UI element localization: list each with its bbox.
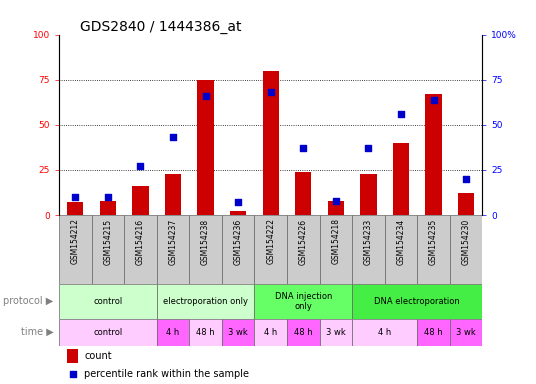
Text: GSM154237: GSM154237 xyxy=(168,218,177,265)
Bar xyxy=(255,319,287,346)
Point xyxy=(393,275,402,281)
Point xyxy=(299,145,308,151)
Bar xyxy=(327,200,344,215)
Bar xyxy=(67,202,84,215)
Text: 48 h: 48 h xyxy=(196,328,215,337)
Point xyxy=(201,93,210,99)
Bar xyxy=(360,174,377,215)
Point xyxy=(169,134,177,141)
Text: GSM154215: GSM154215 xyxy=(103,218,113,265)
Bar xyxy=(352,319,417,346)
Text: GSM154218: GSM154218 xyxy=(331,218,340,265)
Text: control: control xyxy=(93,328,122,337)
Bar xyxy=(68,349,78,363)
Point xyxy=(234,199,242,205)
Text: 4 h: 4 h xyxy=(264,328,277,337)
Bar xyxy=(417,319,450,346)
Bar xyxy=(319,319,352,346)
Text: GSM154236: GSM154236 xyxy=(234,218,243,265)
Bar xyxy=(450,319,482,346)
Bar xyxy=(393,143,409,215)
Point xyxy=(364,145,373,151)
Bar xyxy=(352,215,385,284)
Text: GSM154235: GSM154235 xyxy=(429,218,438,265)
Text: GSM154230: GSM154230 xyxy=(461,218,471,265)
Bar xyxy=(458,194,474,215)
Bar xyxy=(197,80,214,215)
Point xyxy=(71,194,79,200)
Text: DNA injection
only: DNA injection only xyxy=(274,292,332,311)
Text: GSM154212: GSM154212 xyxy=(71,218,80,265)
Bar xyxy=(59,284,157,319)
Text: 3 wk: 3 wk xyxy=(228,328,248,337)
Bar xyxy=(165,174,181,215)
Bar xyxy=(417,215,450,284)
Bar xyxy=(319,215,352,284)
Point xyxy=(397,111,405,117)
Bar xyxy=(157,284,255,319)
Bar xyxy=(263,71,279,215)
Bar xyxy=(157,215,189,284)
Bar xyxy=(189,215,222,284)
Text: GSM154234: GSM154234 xyxy=(397,218,405,265)
Text: 4 h: 4 h xyxy=(378,328,391,337)
Text: GSM154222: GSM154222 xyxy=(266,218,275,265)
Bar xyxy=(222,215,255,284)
Text: protocol ▶: protocol ▶ xyxy=(3,296,54,306)
Point xyxy=(103,194,112,200)
Bar xyxy=(100,200,116,215)
Point xyxy=(462,176,471,182)
Bar xyxy=(222,319,255,346)
Text: 48 h: 48 h xyxy=(424,328,443,337)
Point xyxy=(266,89,275,95)
Bar xyxy=(59,215,92,284)
Text: GSM154233: GSM154233 xyxy=(364,218,373,265)
Bar xyxy=(287,319,319,346)
Bar xyxy=(230,212,246,215)
Bar xyxy=(295,172,311,215)
Text: count: count xyxy=(84,351,112,361)
Text: control: control xyxy=(93,297,122,306)
Bar xyxy=(385,215,417,284)
Bar xyxy=(92,215,124,284)
Point xyxy=(136,163,145,169)
Bar xyxy=(287,215,319,284)
Point xyxy=(332,197,340,204)
Bar xyxy=(124,215,157,284)
Text: time ▶: time ▶ xyxy=(21,327,54,337)
Text: GSM154216: GSM154216 xyxy=(136,218,145,265)
Bar xyxy=(352,284,482,319)
Text: 3 wk: 3 wk xyxy=(456,328,476,337)
Text: GDS2840 / 1444386_at: GDS2840 / 1444386_at xyxy=(80,20,242,33)
Bar xyxy=(132,186,148,215)
Text: 48 h: 48 h xyxy=(294,328,312,337)
Bar xyxy=(157,319,189,346)
Text: percentile rank within the sample: percentile rank within the sample xyxy=(84,369,249,379)
Bar xyxy=(426,94,442,215)
Text: 4 h: 4 h xyxy=(166,328,180,337)
Text: GSM154226: GSM154226 xyxy=(299,218,308,265)
Text: 3 wk: 3 wk xyxy=(326,328,346,337)
Text: electroporation only: electroporation only xyxy=(163,297,248,306)
Text: GSM154238: GSM154238 xyxy=(201,218,210,265)
Bar xyxy=(255,284,352,319)
Bar xyxy=(450,215,482,284)
Bar xyxy=(255,215,287,284)
Point xyxy=(429,96,438,103)
Bar xyxy=(189,319,222,346)
Text: DNA electroporation: DNA electroporation xyxy=(374,297,460,306)
Bar xyxy=(59,319,157,346)
